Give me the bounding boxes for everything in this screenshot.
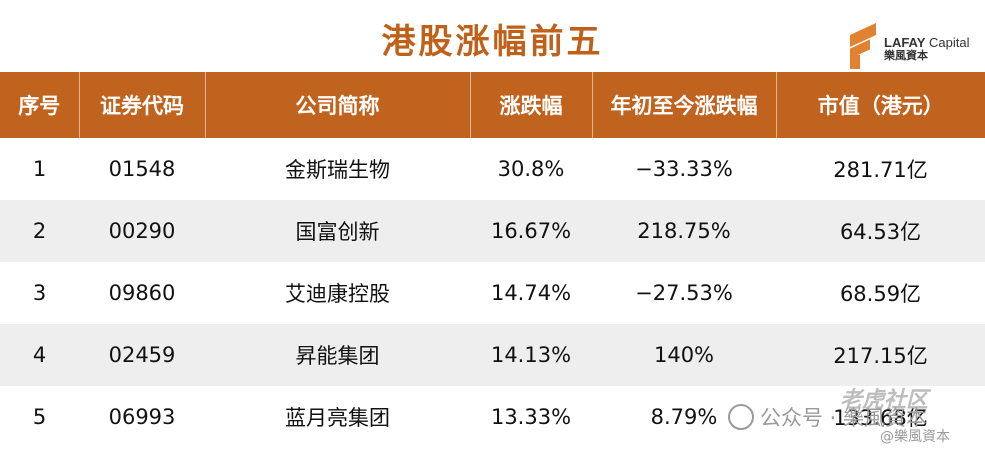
page-title: 港股涨幅前五 xyxy=(381,22,604,62)
cell-code: 06993 xyxy=(79,386,205,448)
cell-index: 1 xyxy=(0,138,79,200)
cell-ytd-change: −33.33% xyxy=(592,138,776,200)
logo-english: LAFAY Capital xyxy=(884,34,970,50)
header-index: 序号 xyxy=(0,72,79,138)
header-code: 证券代码 xyxy=(78,72,205,138)
table-row: 4 02459 昇能集团 14.13% 140% 217.15亿 xyxy=(0,324,985,386)
cell-name: 金斯瑞生物 xyxy=(205,138,470,200)
table-row: 5 06993 蓝月亮集团 13.33% 8.79% 133.68亿 xyxy=(0,386,985,448)
cell-change: 13.33% xyxy=(470,386,592,448)
watermark-handle: @樂風資本 xyxy=(880,429,950,445)
cell-change: 16.67% xyxy=(470,200,592,262)
cell-code: 02459 xyxy=(79,324,205,386)
cell-ytd-change: 218.75% xyxy=(592,200,776,262)
cell-index: 4 xyxy=(0,324,79,386)
cell-name: 国富创新 xyxy=(205,200,470,262)
cell-market-cap: 217.15亿 xyxy=(776,324,985,386)
cell-market-cap: 281.71亿 xyxy=(776,138,985,200)
cell-change: 14.74% xyxy=(470,262,592,324)
table-row: 1 01548 金斯瑞生物 30.8% −33.33% 281.71亿 xyxy=(0,138,985,200)
cell-index: 3 xyxy=(0,262,79,324)
cell-ytd-change: −27.53% xyxy=(592,262,776,324)
stock-table: 序号 证券代码 公司简称 涨跌幅 年初至今涨跌幅 市值（港元） 1 01548 … xyxy=(0,72,985,448)
cell-name: 蓝月亮集团 xyxy=(205,386,470,448)
logo-brand: LAFAY xyxy=(884,34,926,50)
cell-change: 30.8% xyxy=(470,138,592,200)
cell-code: 09860 xyxy=(79,262,205,324)
header-name: 公司简称 xyxy=(204,72,470,138)
header-market-cap: 市值（港元） xyxy=(775,72,985,138)
cell-ytd-change: 140% xyxy=(592,324,776,386)
header-change: 涨跌幅 xyxy=(469,72,592,138)
cell-market-cap: 133.68亿 xyxy=(776,386,985,448)
wechat-icon xyxy=(728,404,754,430)
watermark-community: 老虎社区 xyxy=(840,388,929,413)
company-logo: LAFAY Capital 樂風資本 xyxy=(850,22,970,70)
table-row: 3 09860 艾迪康控股 14.74% −27.53% 68.59亿 xyxy=(0,262,985,324)
cell-change: 14.13% xyxy=(470,324,592,386)
table-row: 2 00290 国富创新 16.67% 218.75% 64.53亿 xyxy=(0,200,985,262)
cell-name: 昇能集团 xyxy=(205,324,470,386)
lafay-logo-icon xyxy=(850,22,876,69)
header-ytd-change: 年初至今涨跌幅 xyxy=(591,72,776,138)
table-header-row: 序号 证券代码 公司简称 涨跌幅 年初至今涨跌幅 市值（港元） xyxy=(0,72,985,138)
cell-index: 5 xyxy=(0,386,79,448)
cell-code: 01548 xyxy=(79,138,205,200)
watermark-account-text: 公众号 · 樂風資本 xyxy=(760,406,928,430)
cell-code: 00290 xyxy=(79,200,205,262)
logo-suffix: Capital xyxy=(929,34,970,50)
cell-name: 艾迪康控股 xyxy=(205,262,470,324)
cell-market-cap: 68.59亿 xyxy=(776,262,985,324)
cell-index: 2 xyxy=(0,200,79,262)
logo-chinese: 樂風資本 xyxy=(884,49,928,63)
watermark-account: 公众号 · 樂風資本 xyxy=(728,402,927,432)
cell-market-cap: 64.53亿 xyxy=(776,200,985,262)
